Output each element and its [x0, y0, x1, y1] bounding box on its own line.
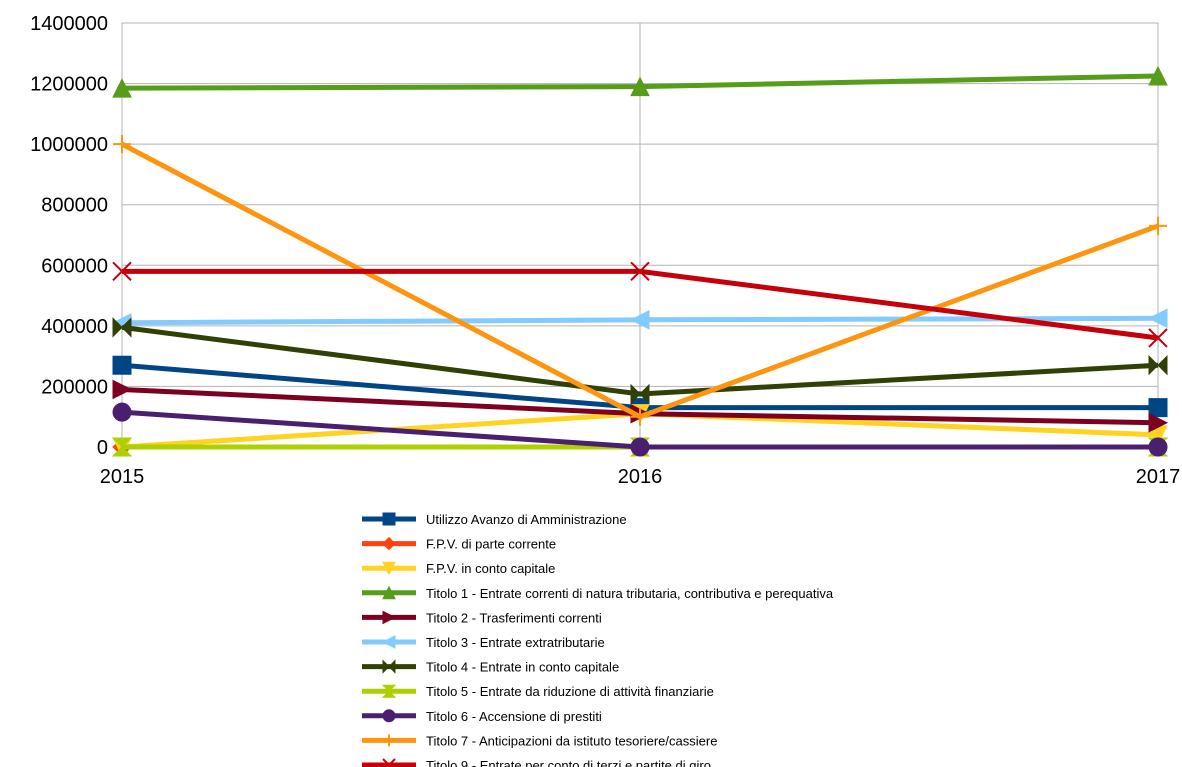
legend-marker	[382, 585, 396, 600]
legend-marker	[381, 635, 396, 649]
legend-marker	[382, 659, 396, 674]
legend-item: Utilizzo Avanzo di Amministrazione	[362, 512, 627, 527]
data-point	[630, 76, 650, 97]
legend-label: F.P.V. in conto capitale	[426, 561, 555, 576]
legend-item: Titolo 1 - Entrate correnti di natura tr…	[362, 585, 834, 601]
legend-label: Titolo 5 - Entrate da riduzione di attiv…	[426, 684, 714, 699]
data-point	[1148, 328, 1168, 348]
y-tick-label: 400000	[41, 316, 108, 338]
legend-label: Titolo 3 - Entrate extratributarie	[426, 635, 605, 650]
y-axis-tick-labels: 0 200000 400000 600000 800000 1000000 1200000 1…	[30, 13, 108, 459]
legend-label: Titolo 2 - Trasferimenti correnti	[426, 610, 602, 625]
data-point	[1149, 216, 1167, 235]
legend-label: Utilizzo Avanzo di Amministrazione	[426, 512, 627, 527]
data-point	[630, 383, 650, 405]
data-point	[631, 407, 649, 426]
data-point	[1147, 308, 1168, 329]
series-11	[112, 261, 1168, 348]
legend-marker	[381, 684, 397, 698]
legend-item: Titolo 7 - Anticipazioni da istituto tes…	[362, 733, 717, 748]
y-tick-label: 200000	[41, 376, 108, 398]
legend-marker	[382, 610, 397, 625]
legend-item: F.P.V. in conto capitale	[362, 561, 555, 576]
legend: Utilizzo Avanzo di Amministrazione F.P.V.…	[362, 512, 834, 767]
data-point	[629, 309, 650, 330]
legend-marker	[382, 709, 396, 723]
legend-marker	[382, 561, 396, 576]
data-point	[1148, 65, 1168, 86]
legend-label: F.P.V. di parte corrente	[426, 537, 556, 552]
legend-label: Titolo 4 - Entrate in conto capitale	[426, 660, 619, 675]
series-9	[112, 402, 1168, 457]
legend-marker	[382, 758, 396, 767]
legend-item: Titolo 5 - Entrate da riduzione di attiv…	[362, 684, 714, 699]
data-point	[1148, 412, 1169, 433]
data-point	[112, 402, 132, 422]
y-tick-label: 1400000	[30, 13, 108, 35]
data-point	[630, 261, 650, 282]
legend-marker	[382, 536, 396, 551]
gridlines	[121, 22, 1159, 448]
data-point	[112, 355, 132, 375]
legend-item: Titolo 9 - Entrate per conto di terzi e …	[362, 758, 711, 767]
series-4	[112, 65, 1168, 98]
x-tick-label: 2016	[618, 466, 663, 488]
series-10	[113, 135, 1167, 426]
y-tick-label: 0	[97, 437, 108, 459]
data-point	[113, 135, 131, 154]
legend-item: F.P.V. di parte corrente	[362, 537, 556, 552]
data-point	[112, 261, 132, 282]
x-tick-label: 2015	[100, 466, 145, 488]
legend-item: Titolo 2 - Trasferimenti correnti	[362, 610, 602, 625]
x-tick-label: 2017	[1136, 466, 1181, 488]
data-point	[1148, 355, 1168, 376]
y-tick-label: 600000	[41, 255, 108, 277]
data-point	[112, 379, 133, 400]
series-6	[111, 308, 1168, 333]
legend-label: Titolo 7 - Anticipazioni da istituto tes…	[426, 733, 717, 748]
x-axis-tick-labels: 2015 2016 2017	[100, 466, 1181, 488]
y-tick-label: 1000000	[30, 134, 108, 156]
data-point	[112, 77, 132, 98]
y-tick-label: 1200000	[30, 74, 108, 96]
series-lines	[111, 65, 1169, 458]
legend-label: Titolo 9 - Entrate per conto di terzi e …	[426, 758, 711, 767]
legend-marker	[383, 734, 395, 747]
data-point	[112, 317, 132, 338]
data-point	[630, 437, 650, 457]
data-point	[1148, 437, 1168, 457]
y-tick-label: 800000	[41, 195, 108, 217]
legend-item: Titolo 3 - Entrate extratributarie	[362, 635, 605, 650]
legend-label: Titolo 1 - Entrate correnti di natura tr…	[426, 586, 834, 601]
series-7	[112, 317, 1168, 405]
legend-item: Titolo 6 - Accensione di prestiti	[362, 709, 602, 724]
legend-marker	[382, 512, 396, 526]
data-point	[1148, 398, 1168, 418]
legend-item: Titolo 4 - Entrate in conto capitale	[362, 659, 619, 675]
data-point	[111, 437, 133, 457]
legend-label: Titolo 6 - Accensione di prestiti	[426, 709, 602, 724]
